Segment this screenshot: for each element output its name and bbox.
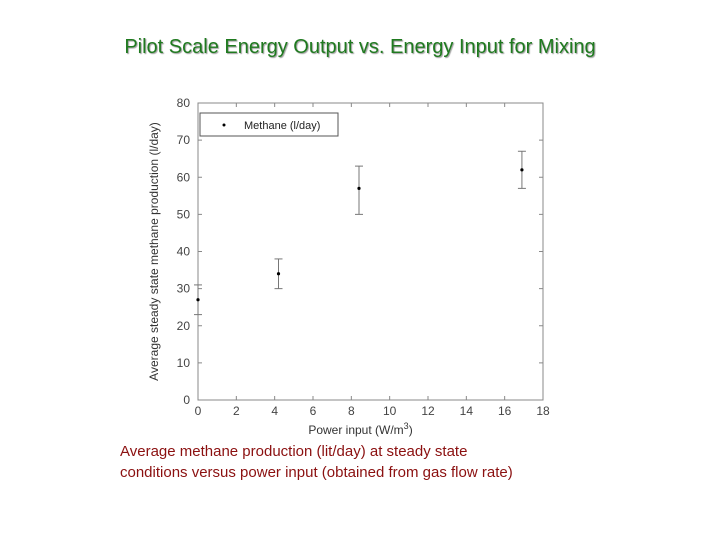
y-axis-label: Average steady state methane production … [147, 122, 161, 381]
y-tick-label: 20 [177, 319, 191, 333]
x-tick-label: 12 [421, 404, 435, 418]
data-point [196, 298, 200, 302]
y-tick-label: 0 [183, 393, 190, 407]
x-axis-label: Power input (W/m3) [308, 421, 412, 437]
error-bars [194, 150, 526, 316]
slide-title: Pilot Scale Energy Output vs. Energy Inp… [124, 36, 596, 58]
caption-line-2: conditions versus power input (obtained … [120, 464, 513, 481]
legend-entry-methane: Methane (l/day) [244, 120, 320, 132]
legend: Methane (l/day) [199, 112, 339, 137]
y-tick-label: 10 [177, 356, 191, 370]
x-tick-label: 14 [460, 404, 474, 418]
data-point [357, 186, 361, 190]
data-point [276, 272, 281, 276]
data-point [520, 168, 524, 172]
y-tick-label: 40 [177, 245, 191, 259]
y-tick-label: 80 [177, 96, 191, 110]
y-tick-label: 50 [177, 207, 191, 221]
y-tick-label: 70 [177, 133, 191, 147]
legend-box [199, 112, 339, 137]
x-tick-label: 16 [498, 404, 512, 418]
data-points [196, 168, 524, 302]
x-tick-label: 2 [233, 404, 240, 418]
caption-line-1: Average methane production (lit/day) at … [120, 443, 468, 460]
x-axis-label-superscript: 3 [404, 421, 409, 431]
x-tick-label: 10 [383, 404, 397, 418]
x-tick-label: 6 [310, 404, 317, 418]
x-tick-label: 18 [536, 404, 550, 418]
x-tick-label: 8 [348, 404, 355, 418]
slide-caption: Average methane production (lit/day) at … [120, 441, 640, 483]
x-tick-label: 4 [271, 404, 278, 418]
x-axis-label-main: Power input (W/m [308, 423, 403, 437]
y-tick-label: 30 [177, 282, 191, 296]
x-tick-label: 0 [195, 404, 202, 418]
plot-area-frame [197, 102, 544, 401]
legend-marker [222, 123, 226, 127]
axis-ticks: 0 2 4 6 8 10 12 14 16 18 0 10 20 30 40 50 60 70 80 [177, 96, 550, 418]
x-axis-label-suffix: ) [409, 423, 413, 437]
y-tick-label: 60 [177, 170, 191, 184]
